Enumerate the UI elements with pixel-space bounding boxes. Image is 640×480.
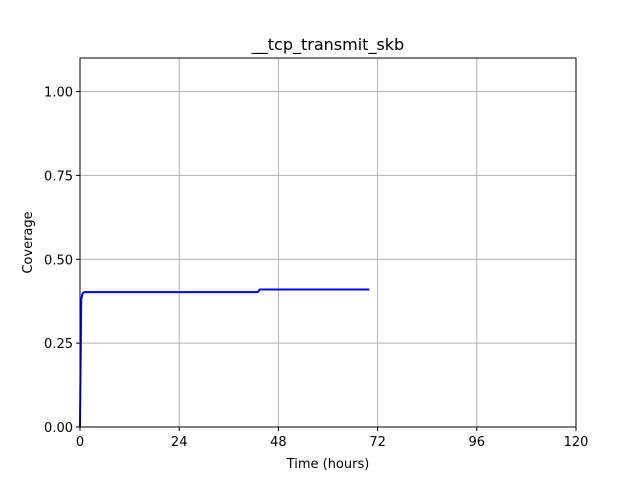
- y-tick-label: 0.25: [44, 337, 73, 352]
- x-axis-label: Time (hours): [286, 457, 370, 472]
- chart-title: __tcp_transmit_skb: [251, 35, 404, 55]
- y-tick-label: 0.00: [44, 421, 73, 436]
- y-tick-label: 0.75: [44, 169, 73, 184]
- plot-frame: [79, 57, 577, 428]
- x-tick-label: 24: [171, 435, 188, 450]
- x-tick-label: 48: [270, 435, 287, 450]
- y-tick-label: 1.00: [44, 86, 73, 101]
- ticks: 0 24 48 72 96 120 0.00 0.25 0.50 0.75 1.00: [44, 86, 588, 450]
- series-layer: [79, 288, 370, 428]
- y-axis-label: Coverage: [21, 211, 36, 273]
- y-tick-label: 0.50: [44, 253, 73, 268]
- x-tick-label: 96: [469, 435, 486, 450]
- x-tick-label: 120: [564, 435, 589, 450]
- x-tick-label: 0: [76, 435, 84, 450]
- x-tick-label: 72: [369, 435, 386, 450]
- series-line: [79, 288, 370, 428]
